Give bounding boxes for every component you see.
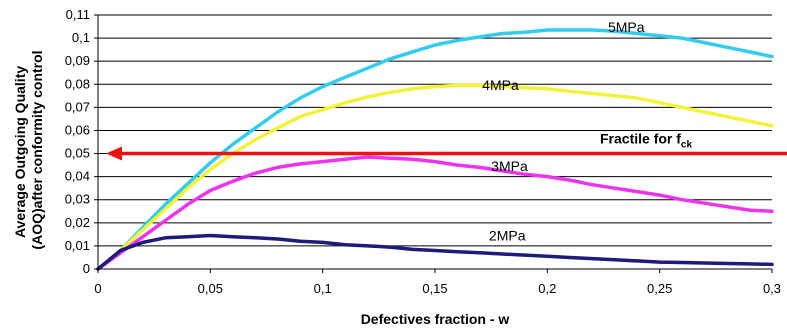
x-tick-label-2: 0,1 (314, 281, 332, 296)
y-tick-label-5: 0,05 (65, 146, 90, 161)
series-line-2MPa (96, 233, 774, 271)
x-axis-title: Defectives fraction - w (361, 311, 510, 327)
y-tick-label-11: 0,11 (66, 7, 90, 22)
series-label-2MPa: 2MPa (489, 228, 526, 244)
series-label-3MPa: 3MPa (491, 158, 528, 174)
y-tick-label-2: 0,02 (65, 215, 90, 230)
x-tick-label-0: 0 (94, 281, 101, 296)
x-tick-labels: 0 0,05 0,1 0,15 0,2 0,25 0,3 (94, 281, 781, 296)
x-tick-label-6: 0,3 (763, 281, 781, 296)
x-tick-label-3: 0,15 (422, 281, 447, 296)
x-tick-label-1: 0,05 (198, 281, 223, 296)
y-axis-title-line1: Average Outgoing Quality (12, 66, 28, 238)
y-tick-label-4: 0,04 (65, 169, 90, 184)
y-tick-label-7: 0,07 (65, 99, 90, 114)
series-label-4MPa: 4MPa (482, 77, 519, 93)
y-tick-label-9: 0,09 (65, 53, 90, 68)
series-label-5MPa: 5MPa (608, 19, 645, 35)
fractile-label: Fractile for f (600, 131, 681, 147)
y-tick-label-6: 0,06 (65, 122, 90, 137)
fractile-arrow-head (106, 146, 122, 161)
y-tick-label-0: 0 (83, 261, 90, 276)
y-tick-label-8: 0,08 (65, 76, 90, 91)
series-line-3MPa (96, 155, 774, 271)
series-labels: 5MPa 4MPa 3MPa 2MPa (482, 19, 645, 244)
fractile-annotation: Fractile for fck (600, 131, 692, 151)
y-tick-label-3: 0,03 (65, 192, 90, 207)
reference-line (106, 146, 787, 161)
y-tick-label-1: 0,01 (65, 238, 90, 253)
series-line-4MPa (96, 83, 774, 271)
series-line-5MPa (96, 28, 774, 271)
x-tick-label-5: 0,25 (647, 281, 672, 296)
y-tick-label-10: 0,1 (72, 30, 90, 45)
y-axis-title: Average Outgoing Quality (AOQ)after conf… (12, 50, 45, 249)
fractile-subscript: ck (681, 140, 693, 151)
x-tick-label-4: 0,2 (538, 281, 556, 296)
series-lines (96, 28, 774, 271)
axes (94, 14, 773, 273)
y-tick-labels: 0 0,01 0,02 0,03 0,04 0,05 0,06 0,07 0,08 0,09 0,1… (65, 7, 90, 276)
y-axis-title-line2: (AOQ)after conformity control (29, 50, 45, 249)
